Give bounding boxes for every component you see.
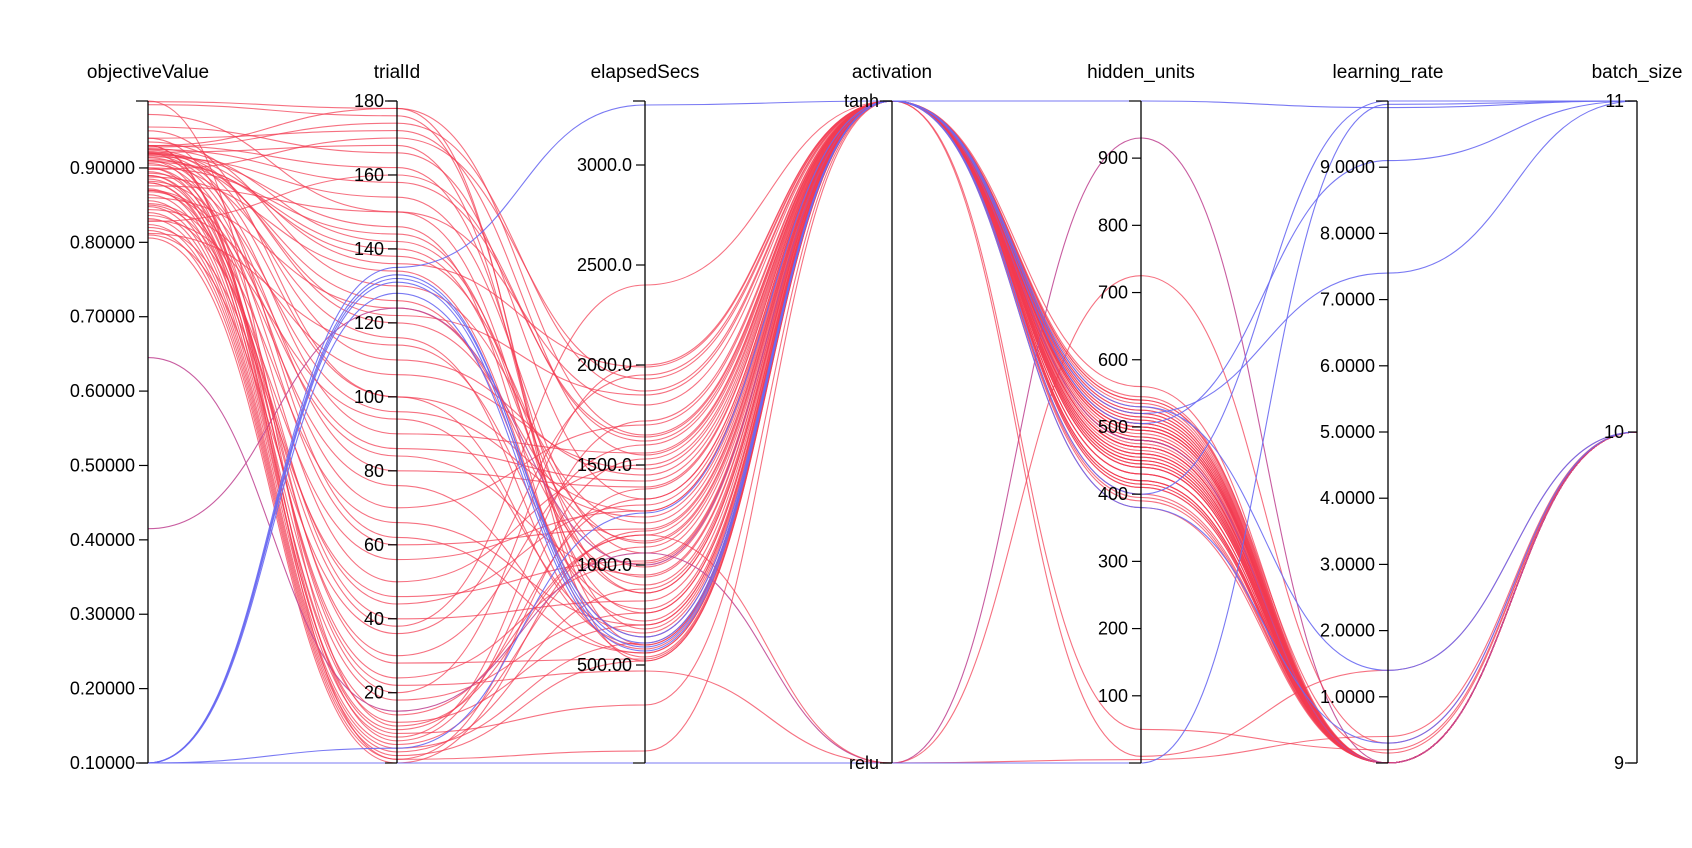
axis-activation: activation relu tanh xyxy=(844,62,932,773)
axis-trialid: trialId 20 40 60 80 100 120 140 160 180 xyxy=(354,62,420,764)
tick-label: 3.0000 xyxy=(1320,554,1375,574)
tick-label: 160 xyxy=(354,165,384,185)
tick-label: 60 xyxy=(364,535,384,555)
axis-title: trialId xyxy=(374,62,420,83)
tick-label: 80 xyxy=(364,461,384,481)
tick-label: 40 xyxy=(364,609,384,629)
tick-label: 3000.0 xyxy=(577,155,632,175)
tick-label: 0.80000 xyxy=(70,232,135,252)
tick-label: 0.40000 xyxy=(70,530,135,550)
axis-title: hidden_units xyxy=(1087,62,1195,83)
tick-label: 200 xyxy=(1098,619,1128,639)
axis-title: objectiveValue xyxy=(87,62,209,83)
data-line-71 xyxy=(147,100,1638,764)
tick-label: tanh xyxy=(844,91,879,111)
tick-label: 7.0000 xyxy=(1320,290,1375,310)
axis-title: elapsedSecs xyxy=(591,62,700,83)
axes-layer: objectiveValue 0.10000 0.20000 0.30000 0.400… xyxy=(70,62,1683,773)
tick-label: 500.00 xyxy=(577,655,632,675)
tick-label: 10 xyxy=(1604,422,1624,442)
axis-title: batch_size xyxy=(1592,62,1683,83)
tick-label: 140 xyxy=(354,239,384,259)
tick-label: 1.0000 xyxy=(1320,687,1375,707)
tick-label: 100 xyxy=(1098,686,1128,706)
data-line-72 xyxy=(147,100,1638,764)
axis-learning-rate: learning_rate 1.0000 2.0000 3.0000 4.0000 5.0… xyxy=(1320,62,1444,764)
tick-label: 20 xyxy=(364,683,384,703)
tick-label: 11 xyxy=(1605,91,1624,111)
tick-label: 0.20000 xyxy=(70,679,135,699)
tick-label: 6.0000 xyxy=(1320,356,1375,376)
axis-title: learning_rate xyxy=(1333,62,1444,83)
tick-label: 400 xyxy=(1098,484,1128,504)
tick-label: 0.70000 xyxy=(70,307,135,327)
tick-label: 2500.0 xyxy=(577,255,632,275)
tick-label: 500 xyxy=(1098,417,1128,437)
data-line-76 xyxy=(147,100,1638,764)
tick-label: 100 xyxy=(354,387,384,407)
tick-label: 9.0000 xyxy=(1320,157,1375,177)
tick-label: 800 xyxy=(1098,215,1128,235)
tick-label: 5.0000 xyxy=(1320,422,1375,442)
tick-label: 0.90000 xyxy=(70,158,135,178)
tick-label: 9 xyxy=(1614,753,1624,773)
tick-label: 900 xyxy=(1098,148,1128,168)
tick-label: 120 xyxy=(354,313,384,333)
tick-label: 2000.0 xyxy=(577,355,632,375)
tick-label: 1500.0 xyxy=(577,455,632,475)
tick-label: 180 xyxy=(354,91,384,111)
axis-batch-size: batch_size 9 10 11 xyxy=(1592,62,1683,773)
data-line-78 xyxy=(147,100,1638,764)
tick-label: relu xyxy=(849,753,879,773)
tick-label: 0.50000 xyxy=(70,455,135,475)
axis-hidden-units: hidden_units 100 200 300 400 500 600 700 800 900 xyxy=(1087,62,1195,764)
tick-label: 2.0000 xyxy=(1320,621,1375,641)
tick-label: 1000.0 xyxy=(577,555,632,575)
tick-label: 8.0000 xyxy=(1320,223,1375,243)
tick-label: 600 xyxy=(1098,350,1128,370)
data-line-77 xyxy=(148,100,1638,764)
tick-label: 0.10000 xyxy=(70,753,135,773)
axis-elapsedsecs: elapsedSecs 500.00 1000.0 1500.0 2000.0 2500.… xyxy=(577,62,700,764)
axis-title: activation xyxy=(852,62,932,83)
tick-label: 300 xyxy=(1098,551,1128,571)
tick-label: 4.0000 xyxy=(1320,488,1375,508)
tick-label: 0.30000 xyxy=(70,604,135,624)
tick-label: 700 xyxy=(1098,283,1128,303)
axis-objectivevalue: objectiveValue 0.10000 0.20000 0.30000 0.400… xyxy=(70,62,209,773)
tick-label: 0.60000 xyxy=(70,381,135,401)
